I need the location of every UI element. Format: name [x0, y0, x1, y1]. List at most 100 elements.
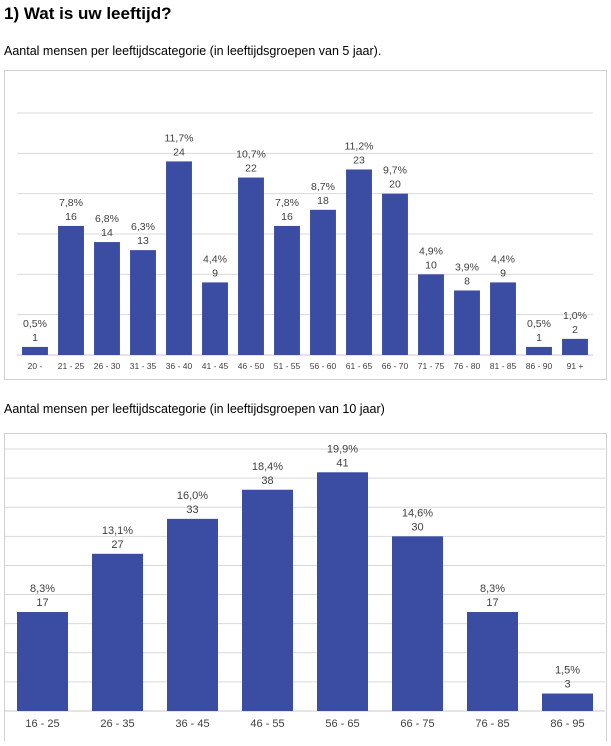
chart-1-percent-label: 7,8% [275, 197, 299, 209]
chart-2-subtitle: Aantal mensen per leeftijdscategorie (in… [4, 402, 385, 416]
chart-1-value-label: 18 [317, 195, 329, 207]
chart-1-bar [166, 161, 192, 355]
chart-1-subtitle: Aantal mensen per leeftijdscategorie (in… [4, 44, 382, 58]
chart-1-tick-label: 56 - 60 [310, 361, 337, 371]
chart-1-percent-label: 9,7% [383, 165, 407, 177]
chart-2-tick-label: 66 - 75 [400, 718, 434, 730]
chart-1-frame: 0,5% 1 20 - 7,8% 16 21 - 25 6,8% 14 26 - 30 6,3% 1… [4, 70, 607, 380]
chart-1-value-label: 13 [137, 235, 149, 247]
chart-1-value-label: 23 [353, 154, 365, 166]
chart-1-percent-label: 10,7% [236, 149, 266, 161]
chart-2-value-label: 27 [111, 539, 123, 551]
chart-1-tick-label: 31 - 35 [130, 361, 157, 371]
chart-2-tick-label: 46 - 55 [250, 718, 284, 730]
chart-1-bar [490, 282, 516, 355]
chart-2-percent-label: 13,1% [102, 525, 133, 537]
chart-1-tick-label: 91 + [567, 361, 584, 371]
chart-1-tick-label: 21 - 25 [58, 361, 85, 371]
chart-1-bar [310, 209, 336, 355]
chart-2-bar [17, 612, 68, 711]
chart-1-percent-label: 6,8% [95, 213, 119, 225]
chart-2-tick-label: 16 - 25 [25, 718, 59, 730]
chart-1-tick-label: 20 - [28, 361, 43, 371]
chart-1-percent-label: 1,0% [563, 310, 587, 322]
chart-2-bar [542, 693, 593, 711]
chart-2-percent-label: 14,6% [402, 507, 433, 519]
chart-2-percent-label: 19,9% [327, 443, 358, 455]
chart-1-value-label: 20 [389, 179, 401, 191]
chart-1-tick-label: 51 - 55 [274, 361, 301, 371]
chart-1-tick-label: 36 - 40 [166, 361, 193, 371]
chart-1-bar [130, 250, 156, 355]
chart-2-frame: 8,3% 17 16 - 25 13,1% 27 26 - 35 16,0% 33 36 - 4… [4, 433, 607, 741]
chart-1-bar [238, 177, 264, 355]
chart-2-bar [392, 536, 443, 711]
chart-2-percent-label: 8,3% [480, 583, 505, 595]
chart-1-percent-label: 8,7% [311, 181, 335, 193]
chart-1-tick-label: 81 - 85 [490, 361, 517, 371]
chart-1-value-label: 9 [500, 267, 506, 279]
chart-2-tick-label: 76 - 85 [475, 718, 509, 730]
chart-1-value-label: 16 [65, 211, 77, 223]
chart-1-bar [94, 242, 120, 355]
chart-1-percent-label: 11,2% [345, 140, 374, 152]
chart-1-tick-label: 41 - 45 [202, 361, 229, 371]
chart-1-value-label: 1 [536, 332, 542, 344]
chart-1-bar [58, 225, 84, 355]
chart-2-value-label: 33 [186, 504, 198, 516]
chart-2-value-label: 17 [486, 597, 498, 609]
chart-2-bar [317, 472, 368, 711]
chart-1-percent-label: 4,4% [491, 253, 515, 265]
chart-1-bar [274, 225, 300, 355]
chart-2-tick-label: 56 - 65 [325, 718, 359, 730]
chart-1-tick-label: 71 - 75 [418, 361, 445, 371]
chart-2-value-label: 3 [564, 679, 570, 691]
chart-1-tick-label: 86 - 90 [526, 361, 553, 371]
chart-1-percent-label: 11,7% [165, 132, 194, 144]
chart-1-value-label: 16 [281, 211, 293, 223]
chart-1-tick-label: 26 - 30 [94, 361, 121, 371]
chart-1-percent-label: 4,9% [419, 245, 443, 257]
chart-2-bar [467, 612, 518, 711]
chart-2-svg: 8,3% 17 16 - 25 13,1% 27 26 - 35 16,0% 33 36 - 4… [5, 443, 605, 730]
chart-1-value-label: 14 [101, 227, 113, 239]
chart-2-value-label: 41 [336, 457, 348, 469]
chart-1-bar [382, 193, 408, 355]
page-heading: 1) Wat is uw leeftijd? [4, 4, 172, 23]
chart-2-value-label: 38 [261, 475, 273, 487]
chart-1-bar [454, 290, 480, 355]
chart-1-value-label: 24 [173, 146, 185, 158]
chart-1-value-label: 2 [572, 324, 578, 336]
chart-1-percent-label: 0,5% [527, 318, 551, 330]
chart-1-tick-label: 61 - 65 [346, 361, 373, 371]
chart-1-value-label: 9 [212, 267, 218, 279]
chart-2-value-label: 30 [411, 521, 423, 533]
chart-1-value-label: 1 [32, 332, 38, 344]
chart-1-percent-label: 4,4% [203, 253, 227, 265]
chart-2-percent-label: 16,0% [177, 490, 208, 502]
chart-1-percent-label: 3,9% [455, 261, 479, 273]
chart-2-percent-label: 8,3% [30, 583, 55, 595]
chart-2-bar [92, 553, 143, 711]
chart-1-svg: 0,5% 1 20 - 7,8% 16 21 - 25 6,8% 14 26 - 30 6,3% 1… [17, 112, 593, 371]
chart-2-tick-label: 36 - 45 [175, 718, 209, 730]
chart-1-value-label: 10 [425, 259, 437, 271]
chart-1-percent-label: 0,5% [23, 318, 47, 330]
chart-2-percent-label: 18,4% [252, 461, 283, 473]
chart-1-value-label: 8 [464, 275, 470, 287]
chart-1-value-label: 22 [245, 163, 257, 175]
chart-2-bar [167, 518, 218, 711]
chart-2-tick-label: 86 - 95 [550, 718, 584, 730]
chart-1-percent-label: 6,3% [131, 221, 155, 233]
chart-1-bar [562, 338, 588, 355]
chart-1-percent-label: 7,8% [59, 197, 83, 209]
chart-1-bar [202, 282, 228, 355]
chart-2-value-label: 17 [36, 597, 48, 609]
chart-1-tick-label: 46 - 50 [238, 361, 265, 371]
chart-1-bar [418, 274, 444, 355]
chart-1-bar [526, 346, 552, 355]
chart-1-tick-label: 76 - 80 [454, 361, 481, 371]
chart-1-bar [346, 169, 372, 355]
chart-2-percent-label: 1,5% [555, 665, 580, 677]
chart-2-tick-label: 26 - 35 [100, 718, 134, 730]
